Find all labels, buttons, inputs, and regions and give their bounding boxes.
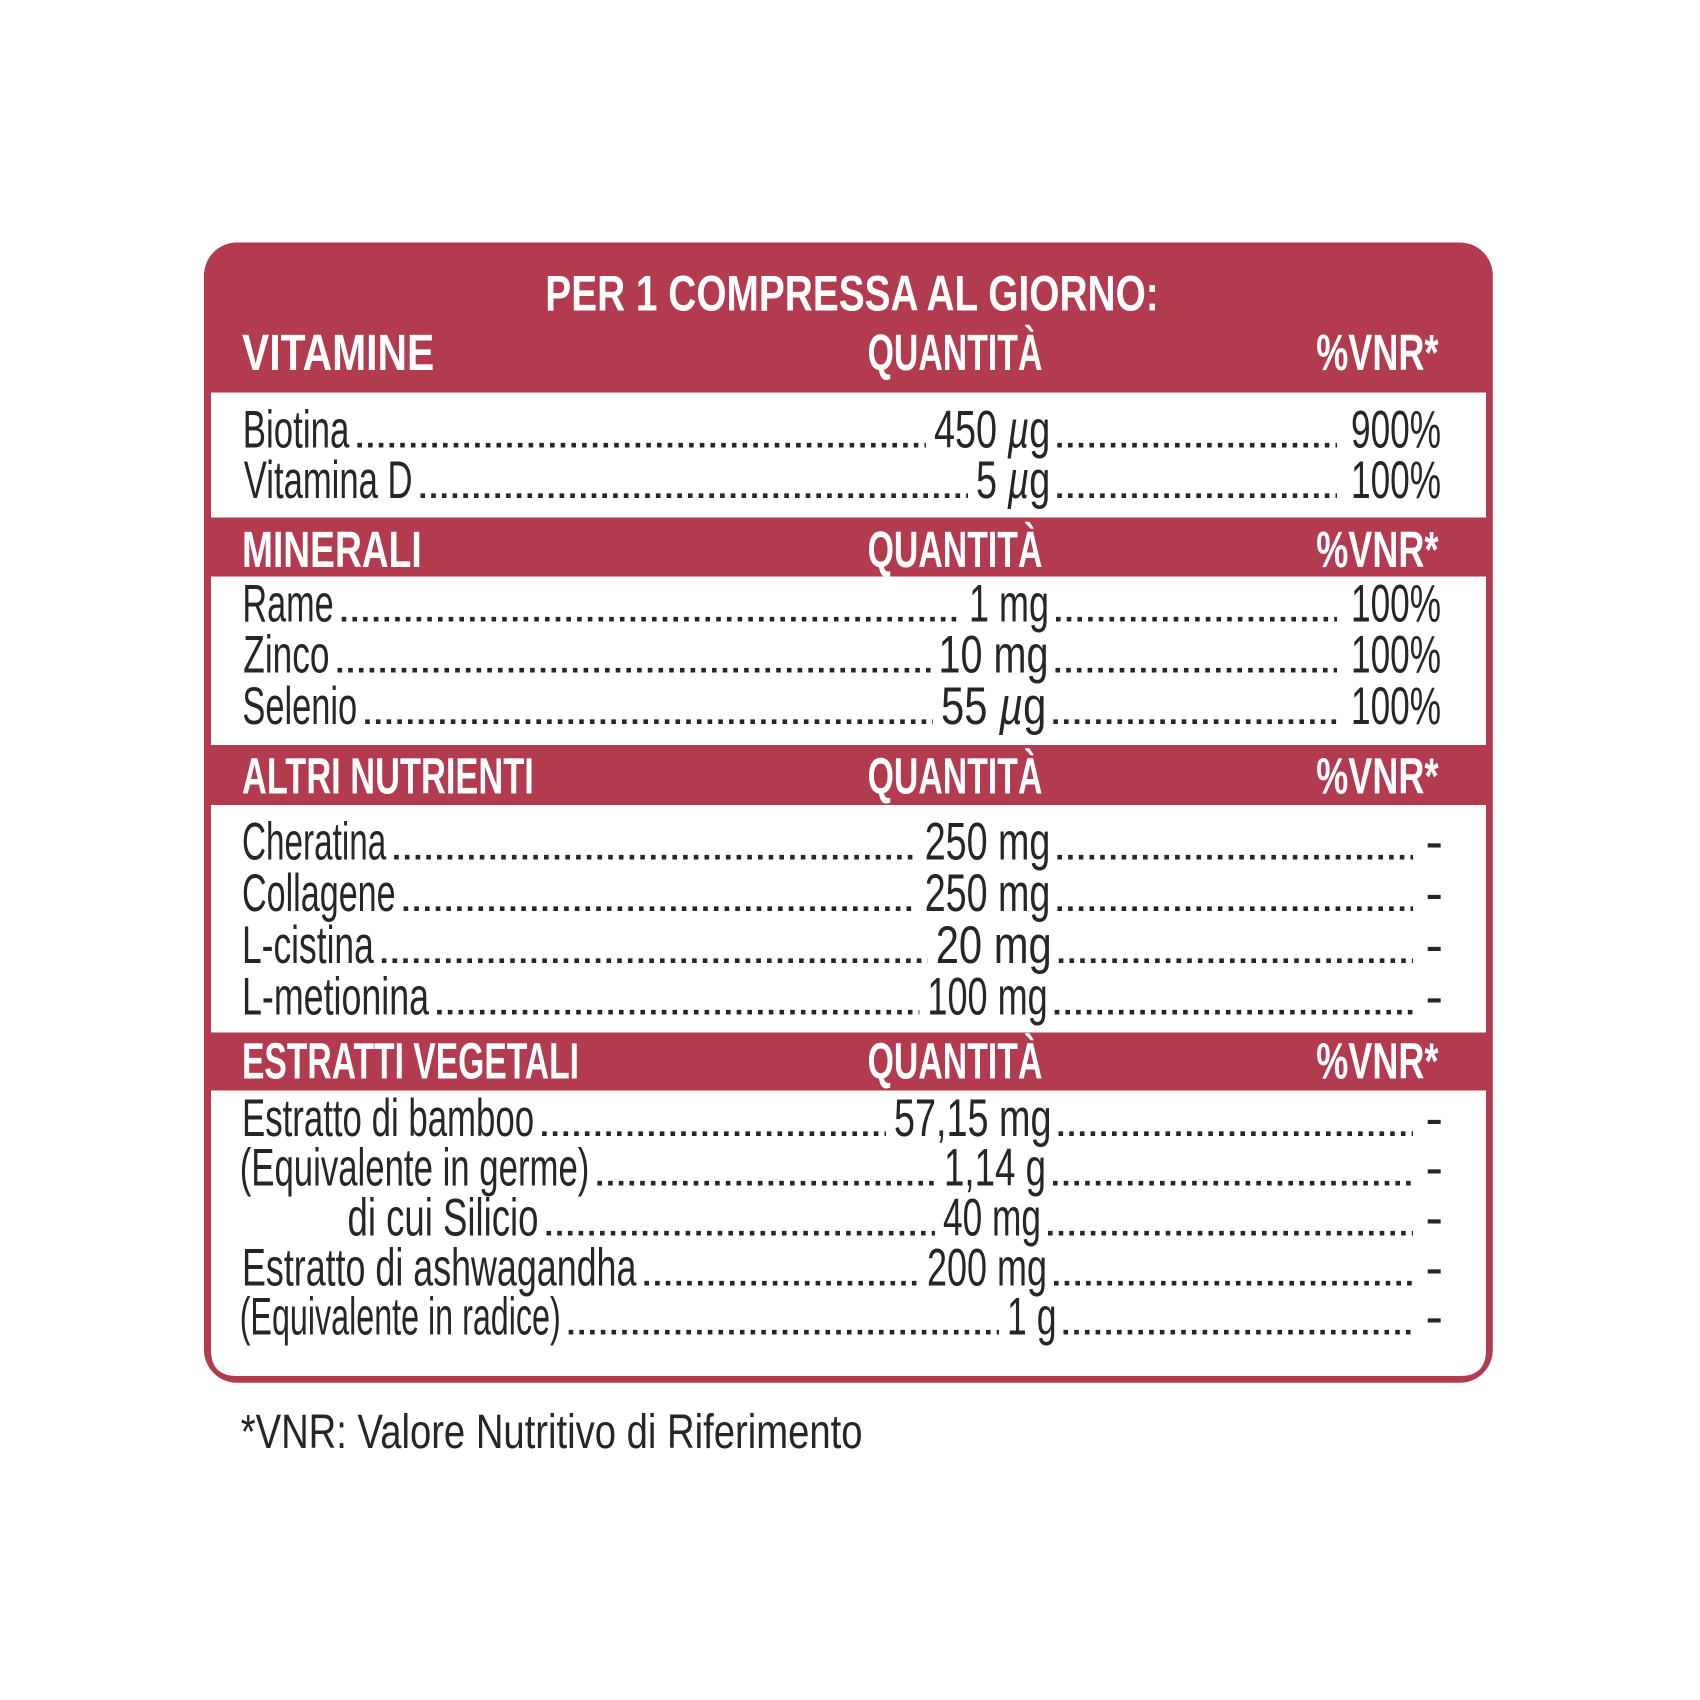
- svg-text:QUANTITÀ: QUANTITÀ: [868, 521, 1043, 578]
- svg-text:Biotina: Biotina: [243, 401, 350, 460]
- svg-text:L-cistina: L-cistina: [242, 916, 374, 975]
- svg-text:%VNR*: %VNR*: [1316, 748, 1438, 805]
- svg-text:1 mg: 1 mg: [969, 575, 1049, 634]
- svg-text:Rame: Rame: [242, 575, 333, 634]
- svg-text:250 mg: 250 mg: [925, 813, 1051, 872]
- svg-text:Collagene: Collagene: [242, 864, 396, 923]
- svg-text:MINERALI: MINERALI: [242, 521, 422, 578]
- svg-text:%VNR*: %VNR*: [1316, 1033, 1438, 1090]
- svg-text:10 mg: 10 mg: [939, 626, 1049, 685]
- svg-text:-: -: [1425, 864, 1443, 923]
- svg-text:Estratto di bamboo: Estratto di bamboo: [242, 1089, 534, 1148]
- svg-text:-: -: [1425, 1239, 1443, 1298]
- svg-text:VITAMINE: VITAMINE: [242, 324, 434, 381]
- svg-text:Vitamina D: Vitamina D: [244, 451, 413, 510]
- svg-text:%VNR*: %VNR*: [1316, 521, 1438, 578]
- svg-text:40 mg: 40 mg: [943, 1189, 1041, 1248]
- svg-text:450 µg: 450 µg: [934, 401, 1050, 460]
- svg-text:250 mg: 250 mg: [925, 864, 1051, 923]
- svg-text:-: -: [1425, 1189, 1443, 1248]
- svg-text:*VNR: Valore Nutritivo di Rife: *VNR: Valore Nutritivo di Riferimento: [241, 1406, 863, 1459]
- svg-text:ESTRATTI VEGETALI: ESTRATTI VEGETALI: [242, 1033, 579, 1090]
- svg-text:(Equivalente in radice): (Equivalente in radice): [240, 1288, 561, 1347]
- svg-text:900%: 900%: [1351, 401, 1441, 460]
- svg-text:100%: 100%: [1351, 626, 1441, 685]
- svg-text:L-metionina: L-metionina: [242, 968, 429, 1027]
- svg-text:-: -: [1425, 1288, 1443, 1347]
- svg-text:20 mg: 20 mg: [936, 916, 1052, 975]
- svg-text:100%: 100%: [1351, 575, 1441, 634]
- svg-text:Cheratina: Cheratina: [242, 813, 387, 872]
- svg-text:100%: 100%: [1351, 677, 1441, 736]
- svg-text:55 µg: 55 µg: [941, 677, 1046, 736]
- svg-text:PER 1 COMPRESSA AL GIORNO:: PER 1 COMPRESSA AL GIORNO:: [545, 266, 1158, 322]
- svg-text:5 µg: 5 µg: [976, 451, 1050, 510]
- svg-text:57,15 mg: 57,15 mg: [894, 1089, 1052, 1148]
- svg-text:Selenio: Selenio: [242, 677, 357, 736]
- svg-text:%VNR*: %VNR*: [1316, 324, 1438, 381]
- svg-text:QUANTITÀ: QUANTITÀ: [868, 1033, 1043, 1090]
- svg-text:-: -: [1425, 968, 1443, 1027]
- svg-text:(Equivalente in germe): (Equivalente in germe): [240, 1139, 590, 1198]
- svg-text:QUANTITÀ: QUANTITÀ: [868, 324, 1043, 381]
- svg-text:di cui Silicio: di cui Silicio: [348, 1189, 539, 1248]
- svg-text:QUANTITÀ: QUANTITÀ: [868, 748, 1043, 805]
- svg-text:-: -: [1425, 1089, 1443, 1148]
- svg-text:100 mg: 100 mg: [927, 968, 1047, 1027]
- svg-text:-: -: [1425, 813, 1443, 872]
- svg-text:Estratto di ashwagandha: Estratto di ashwagandha: [242, 1239, 637, 1298]
- svg-text:-: -: [1425, 916, 1443, 975]
- svg-text:100%: 100%: [1351, 451, 1441, 510]
- svg-text:-: -: [1425, 1139, 1443, 1198]
- svg-text:Zinco: Zinco: [243, 626, 329, 685]
- svg-text:1,14 g: 1,14 g: [944, 1139, 1046, 1198]
- svg-text:1 g: 1 g: [1007, 1288, 1057, 1347]
- svg-text:ALTRI NUTRIENTI: ALTRI NUTRIENTI: [242, 748, 534, 805]
- svg-text:200 mg: 200 mg: [927, 1239, 1047, 1298]
